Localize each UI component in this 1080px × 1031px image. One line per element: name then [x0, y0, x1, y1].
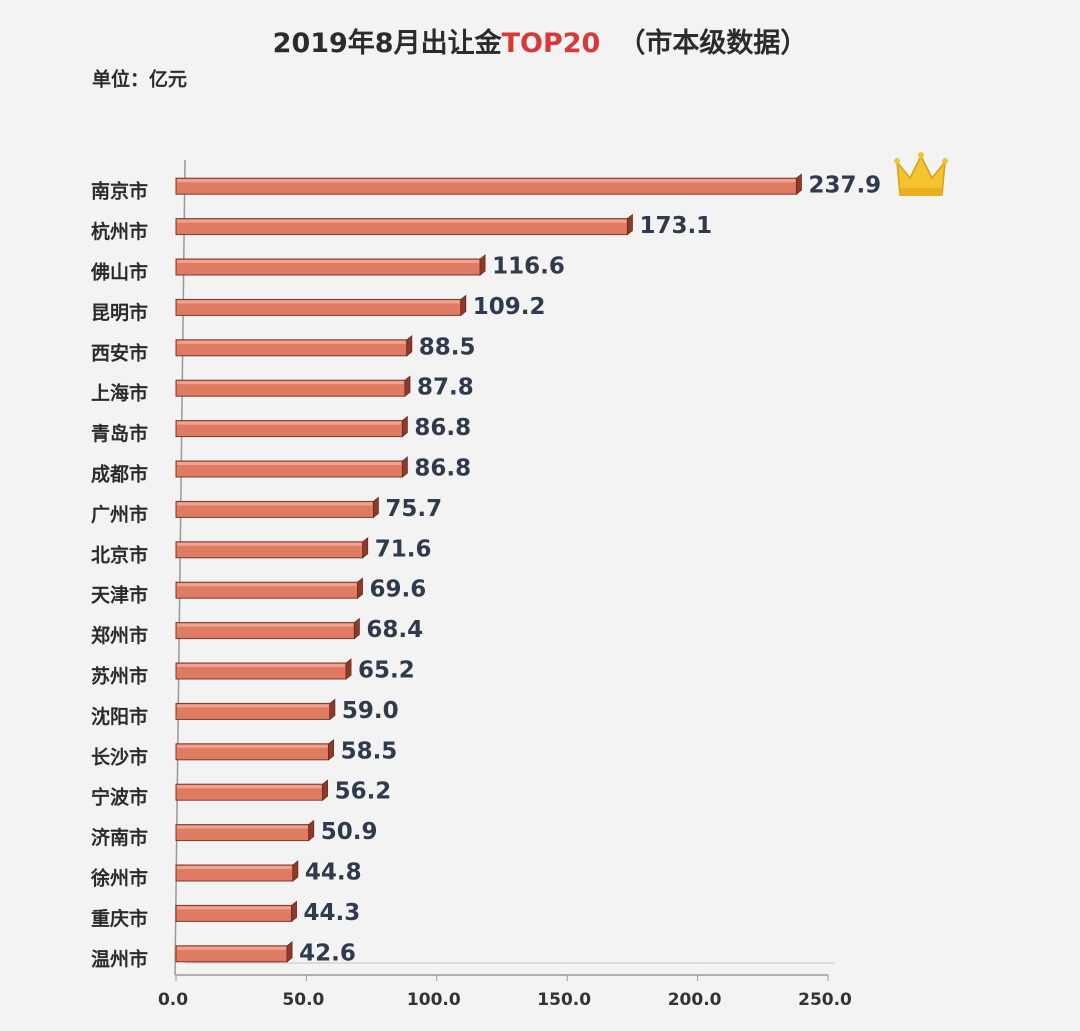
bar-top: [177, 340, 406, 344]
bar-cap: [373, 496, 379, 519]
data-label: 87.8: [417, 375, 474, 401]
bar-top: [177, 219, 627, 223]
chart-title: 2019年8月出让金TOP20 （市本级数据）: [273, 27, 808, 59]
y-tick-label: 西安市: [91, 341, 148, 364]
title-note: （市本级数据）: [618, 27, 807, 59]
data-label: 59.0: [342, 698, 399, 724]
bar-cap: [401, 456, 408, 478]
y-tick-label: 济南市: [91, 826, 148, 849]
x-tick-label: 0.0: [158, 990, 188, 1010]
y-tick-label: 徐州市: [90, 867, 148, 890]
data-label: 68.4: [366, 617, 423, 643]
x-tick-label: 100.0: [407, 990, 461, 1010]
bar-top: [177, 179, 796, 183]
data-label: 71.6: [375, 536, 432, 562]
bar-cap: [322, 779, 328, 802]
x-tick-label: 150.0: [537, 990, 591, 1010]
y-tick-label: 苏州市: [91, 665, 148, 688]
bar-top: [177, 623, 354, 627]
bar-top: [177, 664, 346, 667]
y-tick-label: 成都市: [91, 463, 148, 486]
bar-top: [177, 421, 402, 425]
y-tick-label: 郑州市: [91, 624, 148, 647]
bar-cap: [357, 577, 363, 600]
y-tick-label: 宁波市: [91, 786, 148, 809]
y-tick-label: 杭州市: [91, 220, 148, 243]
bar-cap: [328, 738, 334, 761]
bar-cap: [479, 254, 486, 276]
bar-cap: [404, 375, 411, 398]
y-tick-label: 天津市: [91, 584, 148, 607]
bar-top: [177, 704, 329, 708]
y-tick-label: 北京市: [91, 543, 148, 566]
data-label: 65.2: [358, 658, 415, 684]
bar-top: [177, 260, 480, 263]
x-tick-label: 200.0: [668, 990, 722, 1010]
data-label: 116.6: [492, 254, 565, 280]
data-label: 42.6: [299, 940, 356, 966]
bar-top: [177, 300, 460, 304]
bar-cap: [308, 819, 315, 842]
bar-cap: [292, 860, 299, 882]
y-tick-label: 沈阳市: [91, 705, 148, 728]
unit-label: 单位：亿元: [92, 68, 187, 91]
data-label: 75.7: [385, 496, 442, 522]
y-tick-label: 重庆市: [91, 907, 148, 930]
axis-wall: [174, 159, 186, 976]
data-label: 56.2: [335, 779, 392, 805]
bar-cap: [406, 334, 413, 357]
bar-top: [177, 866, 292, 869]
bar-top: [177, 946, 287, 950]
bar-top: [177, 542, 362, 546]
bar-cap: [345, 658, 352, 680]
bar-cap: [401, 415, 408, 438]
data-label: 173.1: [639, 213, 712, 239]
bar-top: [177, 502, 373, 506]
bar-top: [177, 744, 328, 748]
bar-cap: [291, 900, 297, 923]
y-tick-label: 长沙市: [91, 745, 148, 768]
data-label: 88.5: [419, 334, 476, 360]
title-highlight: TOP20: [502, 28, 601, 59]
y-tick-label: 温州市: [91, 947, 148, 970]
y-tick-label: 上海市: [91, 382, 148, 405]
data-label: 44.8: [305, 860, 362, 886]
bar-top: [177, 381, 404, 385]
data-label: 237.9: [808, 173, 881, 199]
bar-cap: [796, 173, 802, 196]
bar-top: [177, 462, 402, 465]
bar-top: [177, 583, 357, 587]
y-tick-label: 昆明市: [91, 301, 148, 324]
y-tick-label: 南京市: [91, 180, 148, 203]
data-label: 86.8: [414, 456, 471, 482]
data-label: 44.3: [304, 900, 361, 926]
data-label: 86.8: [414, 415, 471, 441]
data-label: 69.6: [370, 577, 427, 603]
bar-cap: [329, 698, 336, 721]
bar-cap: [286, 940, 293, 963]
x-tick-label: 50.0: [282, 990, 324, 1010]
bar-cap: [362, 536, 369, 559]
bar-cap: [460, 294, 467, 317]
y-tick-label: 广州市: [91, 503, 148, 526]
y-tick-label: 青岛市: [91, 422, 148, 445]
x-tick-label: 250.0: [798, 990, 852, 1010]
bar-cap: [353, 617, 360, 640]
crown-icon: [894, 152, 948, 196]
bar-top: [177, 906, 291, 910]
bar-cap: [627, 213, 633, 236]
bar-top: [177, 785, 322, 789]
title-main: 2019年8月出让金: [273, 27, 503, 59]
bar-top: [177, 825, 308, 829]
data-label: 58.5: [341, 738, 398, 764]
data-label: 109.2: [473, 294, 546, 320]
data-label: 50.9: [321, 819, 378, 845]
y-tick-label: 佛山市: [90, 261, 148, 284]
